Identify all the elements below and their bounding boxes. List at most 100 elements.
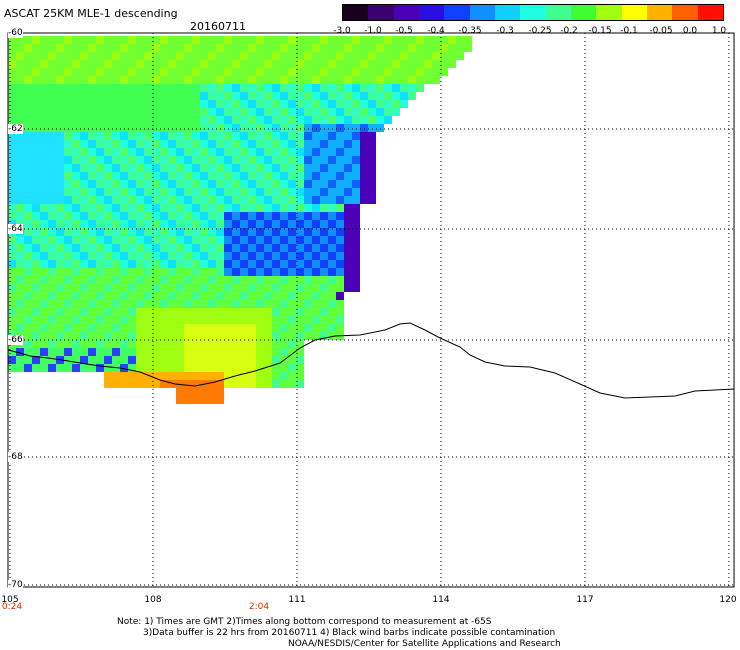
- data-pixel: [344, 148, 352, 156]
- data-pixel: [320, 308, 328, 316]
- data-pixel: [304, 140, 312, 148]
- data-pixel: [8, 156, 16, 164]
- data-pixel: [104, 140, 112, 148]
- data-pixel: [408, 92, 416, 100]
- data-pixel: [96, 340, 104, 348]
- data-pixel: [240, 172, 248, 180]
- data-pixel: [312, 84, 320, 92]
- data-pixel: [288, 292, 296, 300]
- data-pixel: [288, 228, 296, 236]
- data-pixel: [200, 196, 208, 204]
- data-pixel: [288, 268, 296, 276]
- data-pixel: [112, 116, 120, 124]
- data-pixel: [128, 220, 136, 228]
- data-pixel: [248, 292, 256, 300]
- data-pixel: [64, 180, 72, 188]
- data-pixel: [456, 44, 464, 52]
- color-scale-label: -0.2: [560, 26, 578, 36]
- data-pixel: [136, 108, 144, 116]
- data-pixel: [16, 300, 24, 308]
- data-pixel: [176, 316, 184, 324]
- data-pixel: [184, 236, 192, 244]
- data-pixel: [80, 324, 88, 332]
- data-pixel: [272, 188, 280, 196]
- data-pixel: [376, 68, 384, 76]
- data-pixel: [256, 52, 264, 60]
- data-pixel: [32, 340, 40, 348]
- data-pixel: [360, 44, 368, 52]
- data-pixel: [248, 124, 256, 132]
- data-pixel: [248, 196, 256, 204]
- data-pixel: [112, 244, 120, 252]
- data-pixel: [16, 284, 24, 292]
- data-pixel: [64, 348, 72, 356]
- data-pixel: [176, 268, 184, 276]
- color-scale-label: -0.05: [649, 26, 673, 36]
- data-pixel: [232, 124, 240, 132]
- data-pixel: [336, 244, 344, 252]
- data-pixel: [176, 348, 184, 356]
- data-pixel: [112, 164, 120, 172]
- data-pixel: [232, 364, 240, 372]
- data-pixel: [264, 196, 272, 204]
- data-pixel: [80, 68, 88, 76]
- data-pixel: [152, 236, 160, 244]
- data-pixel: [72, 292, 80, 300]
- data-pixel: [272, 332, 280, 340]
- data-pixel: [200, 76, 208, 84]
- data-pixel: [64, 156, 72, 164]
- data-pixel: [216, 316, 224, 324]
- data-pixel: [184, 116, 192, 124]
- data-pixel: [80, 340, 88, 348]
- data-pixel: [352, 76, 360, 84]
- data-pixel: [320, 196, 328, 204]
- data-pixel: [104, 244, 112, 252]
- data-pixel: [152, 220, 160, 228]
- data-pixel: [72, 212, 80, 220]
- data-pixel: [160, 364, 168, 372]
- data-pixel: [200, 52, 208, 60]
- data-pixel: [392, 44, 400, 52]
- data-pixel: [232, 252, 240, 260]
- data-pixel: [192, 372, 200, 380]
- data-pixel: [176, 388, 184, 396]
- data-pixel: [296, 332, 304, 340]
- data-pixel: [80, 316, 88, 324]
- data-pixel: [184, 372, 192, 380]
- data-pixel: [104, 220, 112, 228]
- data-pixel: [144, 220, 152, 228]
- data-pixel: [56, 260, 64, 268]
- data-pixel: [216, 180, 224, 188]
- data-pixel: [280, 348, 288, 356]
- data-pixel: [16, 324, 24, 332]
- data-pixel: [16, 100, 24, 108]
- data-pixel: [56, 292, 64, 300]
- data-pixel: [152, 140, 160, 148]
- data-pixel: [296, 84, 304, 92]
- data-pixel: [184, 188, 192, 196]
- data-pixel: [128, 92, 136, 100]
- data-pixel: [24, 84, 32, 92]
- data-pixel: [176, 260, 184, 268]
- data-pixel: [88, 220, 96, 228]
- data-pixel: [248, 164, 256, 172]
- data-pixel: [192, 172, 200, 180]
- data-pixel: [80, 108, 88, 116]
- data-pixel: [8, 268, 16, 276]
- data-pixel: [232, 340, 240, 348]
- data-pixel: [216, 300, 224, 308]
- data-pixel: [40, 116, 48, 124]
- data-pixel: [248, 204, 256, 212]
- data-pixel: [432, 68, 440, 76]
- data-pixel: [448, 44, 456, 52]
- data-pixel: [280, 244, 288, 252]
- data-pixel: [344, 92, 352, 100]
- data-pixel: [168, 252, 176, 260]
- data-pixel: [168, 380, 176, 388]
- data-pixel: [248, 340, 256, 348]
- data-pixel: [304, 316, 312, 324]
- data-pixel: [136, 140, 144, 148]
- data-pixel: [280, 164, 288, 172]
- data-pixel: [240, 260, 248, 268]
- data-pixel: [264, 276, 272, 284]
